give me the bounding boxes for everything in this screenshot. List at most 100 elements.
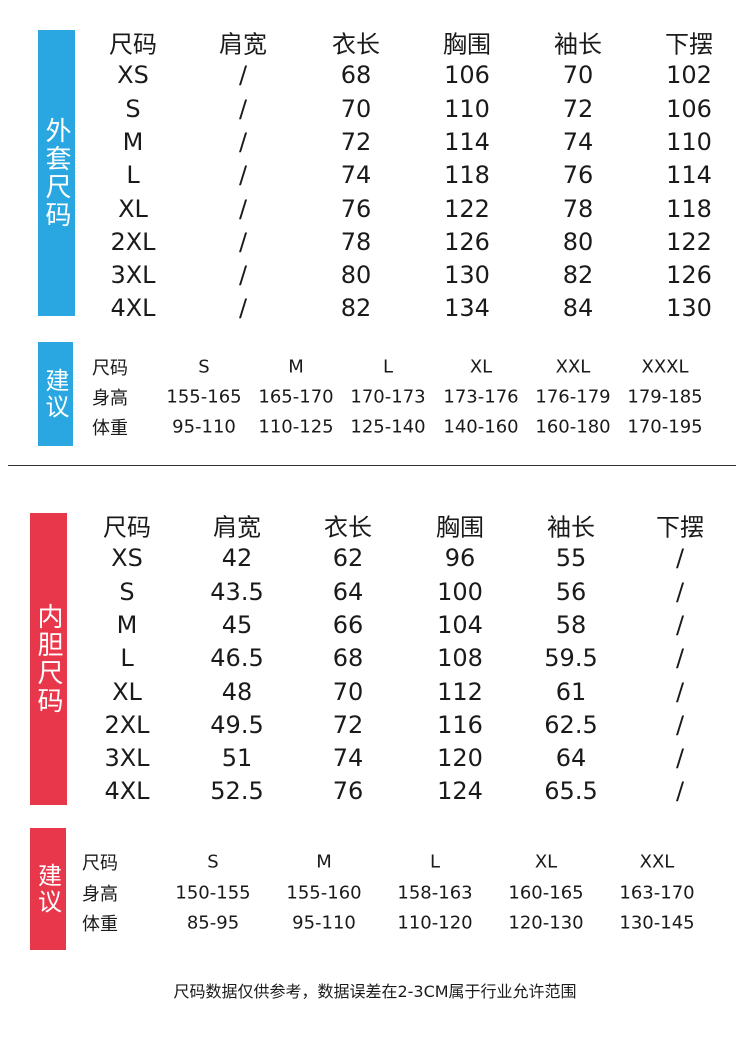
table-cell: / [238,261,248,290]
table-cell: XXXL [641,356,689,378]
column-header: 下摆 [656,513,704,542]
table-cell: / [675,710,685,739]
table-cell: / [675,577,685,606]
row-label: 体重 [92,418,128,439]
table-cell: M [316,851,332,873]
table-cell: 3XL [104,744,150,773]
row-label: 身高 [82,884,118,905]
table-cell: 64 [555,744,587,773]
table-cell: 96 [444,544,476,573]
table-cell: 85-95 [186,912,240,934]
table-cell: 52.5 [210,777,264,806]
table-cell: / [675,610,685,639]
table-cell: 106 [666,94,712,123]
table-cell: 76 [340,194,372,223]
column-header: 袖长 [554,30,602,59]
table-cell: 65.5 [544,777,598,806]
table-cell: 74 [332,744,364,773]
table-cell: XL [534,851,558,873]
table-cell: 160-180 [535,416,611,438]
table-cell: 130-145 [619,912,695,934]
table-cell: / [675,677,685,706]
table-cell: 70 [332,677,364,706]
table-cell: L [382,356,394,378]
table-cell: 173-176 [443,386,519,408]
column-header: 尺码 [109,30,157,59]
table-cell: 80 [562,227,594,256]
table-cell: 150-155 [175,882,251,904]
table-cell: M [288,356,304,378]
table-cell: S [119,577,135,606]
table-cell: / [238,127,248,156]
column-header: 肩宽 [219,30,267,59]
table-cell: 3XL [110,261,156,290]
table-cell: 72 [340,127,372,156]
table-cell: 51 [221,744,253,773]
table-cell: S [207,851,219,873]
table-cell: 122 [444,194,490,223]
table-cell: 42 [221,544,253,573]
table-cell: 120-130 [508,912,584,934]
table-cell: 110-120 [397,912,473,934]
table-cell: 130 [666,294,712,323]
table-cell: XL [118,194,148,223]
row-label: 尺码 [92,358,128,379]
table-cell: 74 [562,127,594,156]
table-cell: / [238,227,248,256]
table-cell: 78 [562,194,594,223]
table-cell: / [238,161,248,190]
table-cell: / [675,777,685,806]
table-cell: XXL [555,356,591,378]
table-cell: 84 [562,294,594,323]
column-header: 尺码 [103,513,151,542]
row-label: 体重 [82,914,118,935]
table-cell: / [238,194,248,223]
table-cell: 110 [666,127,712,156]
table-cell: 100 [437,577,483,606]
table-cell: 56 [555,577,587,606]
table-cell: S [125,94,141,123]
table-cell: XL [469,356,493,378]
table-cell: 126 [666,261,712,290]
table-cell: S [198,356,210,378]
column-header: 肩宽 [213,513,261,542]
table-cell: 4XL [110,294,156,323]
coat-size-label: 外套尺码 [38,30,75,316]
column-header: 袖长 [547,513,595,542]
table-cell: 58 [555,610,587,639]
table-cell: 4XL [104,777,150,806]
table-cell: 158-163 [397,882,473,904]
table-cell: 48 [221,677,253,706]
table-cell: 106 [444,61,490,90]
table-cell: 82 [340,294,372,323]
table-cell: 95-110 [292,912,356,934]
table-cell: 155-165 [166,386,242,408]
table-cell: 124 [437,777,483,806]
table-cell: M [122,127,144,156]
table-cell: 122 [666,227,712,256]
table-cell: 80 [340,261,372,290]
table-cell: 68 [332,644,364,673]
table-cell: 2XL [110,227,156,256]
liner-suggest-label: 建议 [30,828,66,950]
liner-size-label: 内胆尺码 [30,513,67,805]
table-cell: XS [117,61,149,90]
table-cell: 59.5 [544,644,598,673]
table-cell: L [126,161,140,190]
table-cell: 108 [437,644,483,673]
table-cell: 46.5 [210,644,264,673]
table-cell: 72 [562,94,594,123]
table-cell: 125-140 [350,416,426,438]
table-cell: 118 [444,161,490,190]
table-cell: 110-125 [258,416,334,438]
table-cell: 112 [437,677,483,706]
table-cell: 55 [555,544,587,573]
table-cell: 126 [444,227,490,256]
table-cell: 110 [444,94,490,123]
table-cell: 114 [444,127,490,156]
section-divider [8,465,736,466]
column-header: 下摆 [665,30,713,59]
table-cell: M [116,610,138,639]
table-cell: 179-185 [627,386,703,408]
table-cell: 76 [332,777,364,806]
